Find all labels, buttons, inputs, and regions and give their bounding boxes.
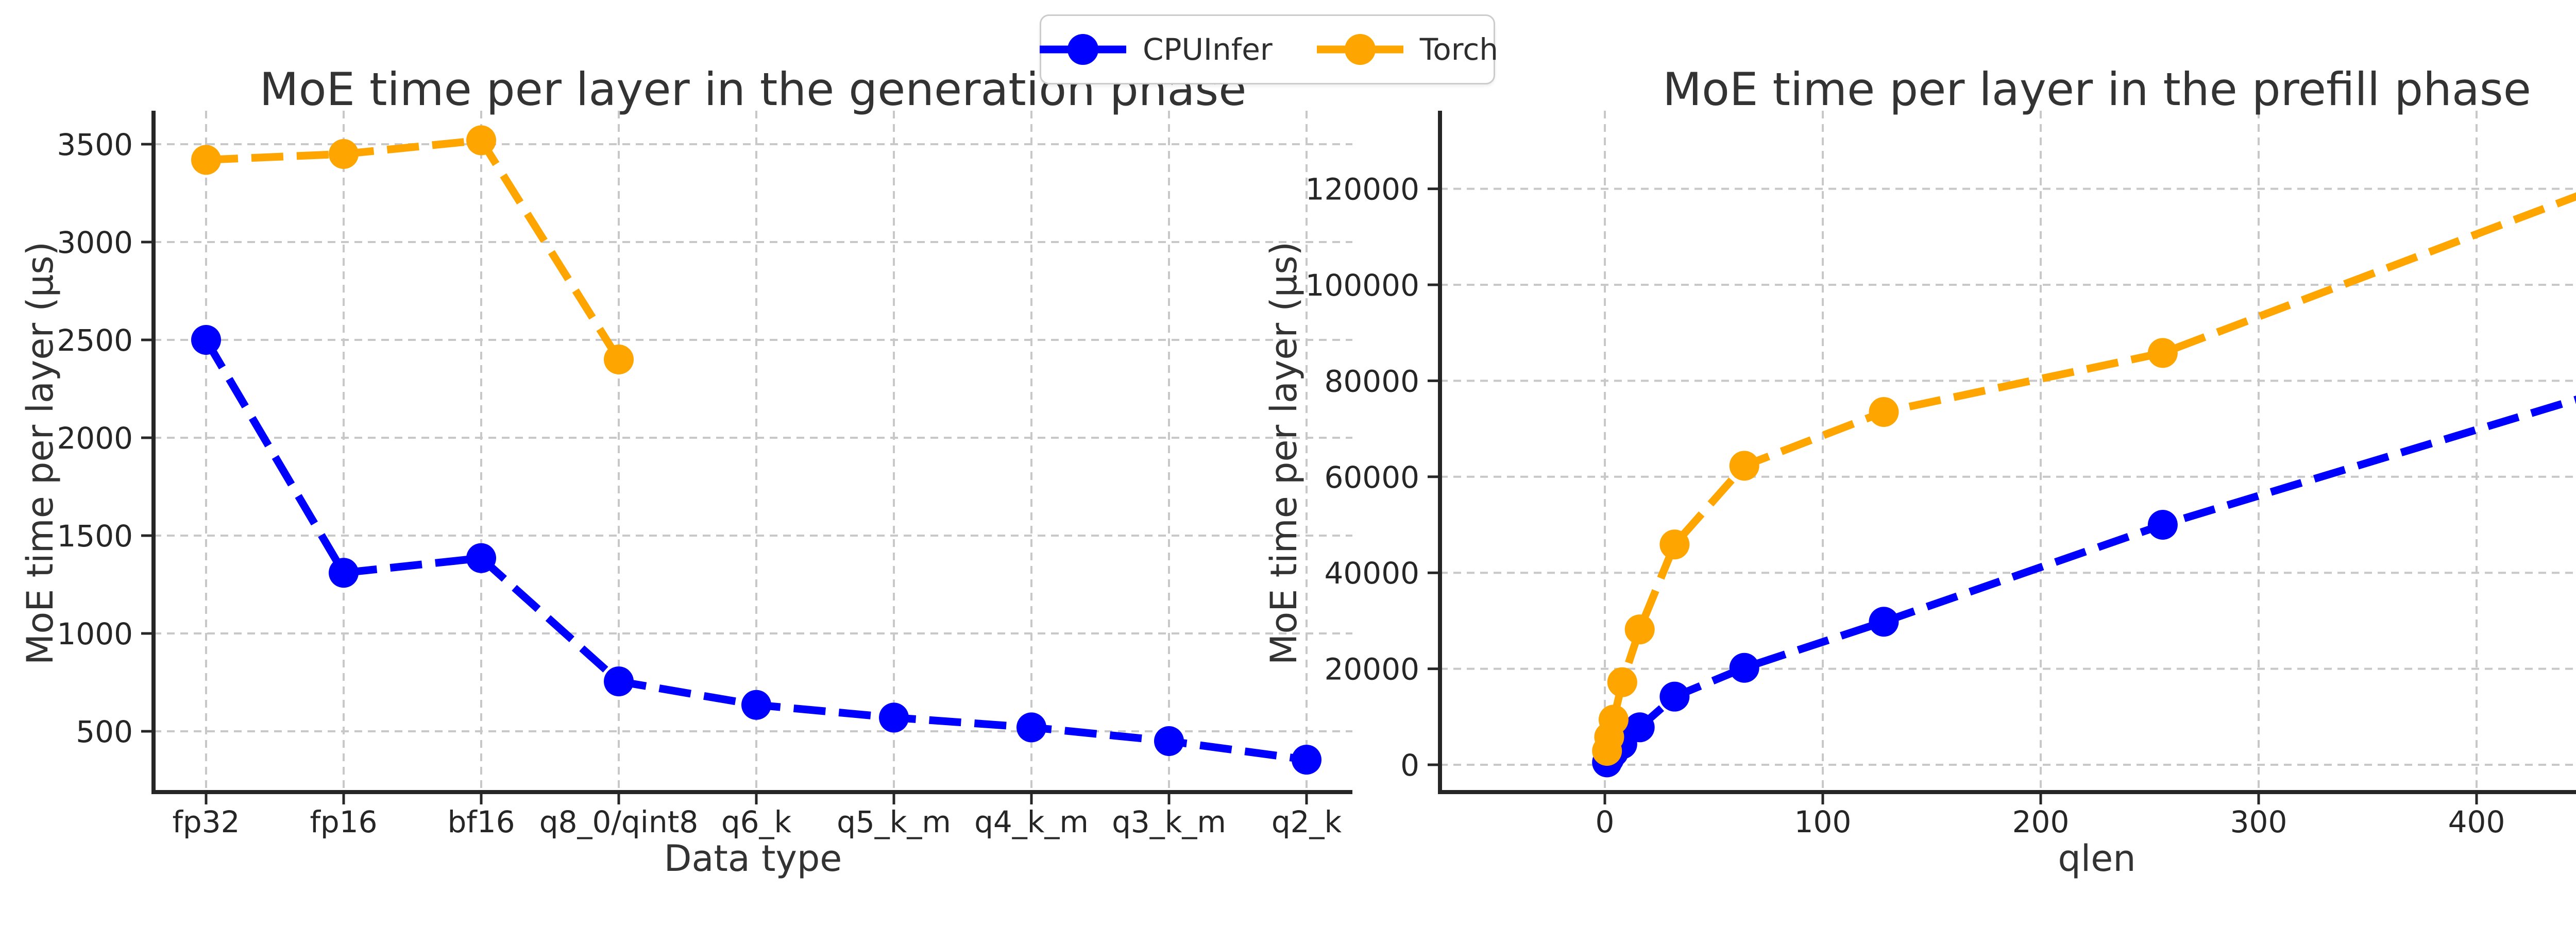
legend-label-torch: Torch <box>1419 32 1499 67</box>
x-tick-label: fp32 <box>172 804 240 839</box>
cpuinfer-marker-icon <box>1039 34 1126 65</box>
y-tick-label: 80000 <box>1324 364 1419 399</box>
x-tick-label: q8_0/qint8 <box>539 804 699 839</box>
cpuinfer-legend-dot <box>1067 34 1098 65</box>
cpuinfer-data-point <box>1154 726 1184 756</box>
cpuinfer-data-point <box>1292 745 1321 775</box>
cpuinfer-data-point <box>466 543 496 573</box>
torch-series-line <box>206 136 622 362</box>
y-tick-label: 100000 <box>1306 268 1419 303</box>
y-tick-label: 3500 <box>57 127 133 162</box>
cpuinfer-data-point <box>2147 510 2178 540</box>
x-tick-label: q2_k <box>1272 804 1342 839</box>
torch-legend-dot <box>1344 34 1376 65</box>
legend: CPUInfer Torch <box>1037 14 1498 84</box>
y-tick-label: 3000 <box>57 225 133 260</box>
x-tick-label: 0 <box>1596 804 1615 839</box>
torch-data-point <box>1659 529 1690 560</box>
cpuinfer-data-point <box>1659 681 1690 712</box>
legend-item-torch: Torch <box>1314 31 1498 68</box>
y-tick-label: 500 <box>76 714 133 749</box>
y-tick-label: 40000 <box>1324 556 1419 591</box>
cpuinfer-data-point <box>191 325 221 355</box>
prefill-chart-title: MoE time per layer in the prefill phase <box>1663 63 2531 116</box>
y-tick-label: 120000 <box>1306 172 1419 207</box>
legend-item-cpuinfer: CPUInfer <box>1037 31 1273 68</box>
prefill-xaxis-label: qlen <box>2058 837 2136 880</box>
torch-data-point <box>466 125 496 156</box>
y-tick-label: 20000 <box>1324 652 1419 687</box>
cpuinfer-data-point <box>604 666 634 697</box>
cpuinfer-data-point <box>329 558 359 588</box>
y-tick-label: 0 <box>1400 748 1419 783</box>
cpuinfer-data-point <box>1624 712 1655 743</box>
y-tick-label: 1000 <box>57 616 133 651</box>
x-tick-label: 100 <box>1794 804 1852 839</box>
x-tick-label: 400 <box>2448 804 2505 839</box>
prefill-yaxis-label: MoE time per layer (μs) <box>1263 241 1305 665</box>
torch-data-point <box>1598 705 1629 735</box>
torch-data-point <box>329 139 359 169</box>
y-tick-label: 2500 <box>57 323 133 358</box>
torch-data-point <box>191 145 221 175</box>
y-tick-label: 1500 <box>57 519 133 554</box>
cpuinfer-data-point <box>1729 653 1759 683</box>
x-tick-label: 300 <box>2230 804 2287 839</box>
torch-data-point <box>1607 667 1637 697</box>
cpuinfer-data-point <box>879 702 909 733</box>
torch-marker-icon <box>1316 34 1403 65</box>
legend-label-cpuinfer: CPUInfer <box>1142 32 1273 67</box>
torch-data-point <box>2147 338 2178 368</box>
x-tick-label: bf16 <box>447 804 515 839</box>
x-tick-label: q3_k_m <box>1112 804 1226 839</box>
cpuinfer-data-point <box>1869 607 1899 637</box>
y-tick-label: 2000 <box>57 421 133 456</box>
y-tick-label: 60000 <box>1324 460 1419 495</box>
x-tick-label: q4_k_m <box>974 804 1089 839</box>
generation-yaxis-label: MoE time per layer (μs) <box>19 241 61 665</box>
cpuinfer-data-point <box>1016 712 1046 743</box>
cpuinfer-series-line <box>1603 396 2576 765</box>
x-tick-label: q6_k <box>721 804 792 839</box>
torch-data-point <box>1624 614 1655 645</box>
x-tick-label: 200 <box>2012 804 2070 839</box>
cpuinfer-data-point <box>741 690 771 720</box>
generation-xaxis-label: Data type <box>664 837 842 880</box>
torch-data-point <box>1869 397 1899 427</box>
torch-data-point <box>1729 451 1759 481</box>
torch-data-point <box>604 345 634 374</box>
x-tick-label: fp16 <box>310 804 377 839</box>
x-tick-label: q5_k_m <box>837 804 951 839</box>
